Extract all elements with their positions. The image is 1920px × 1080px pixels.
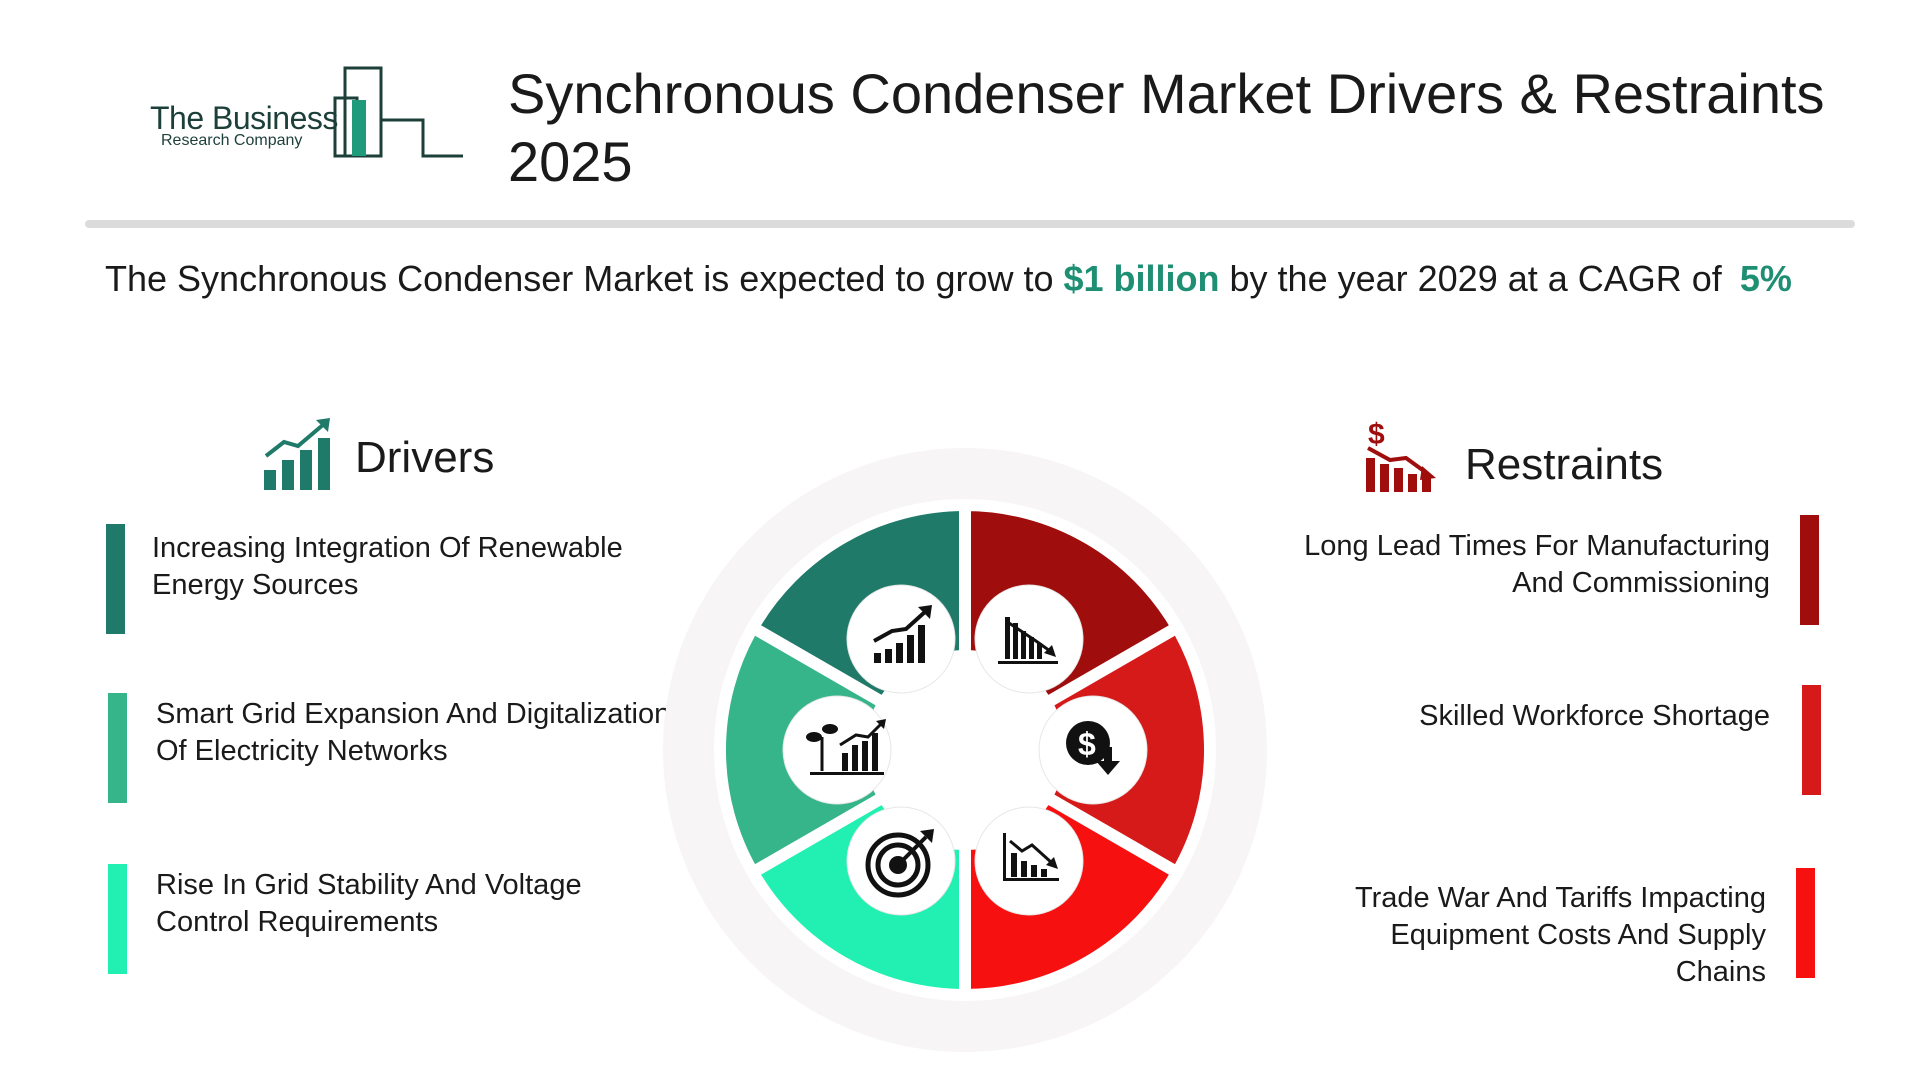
logo-line-1: The Business [150,100,338,136]
summary-prefix: The Synchronous Condenser Market is expe… [105,258,1064,299]
restraint-3-text: Trade War And Tariffs Impacting Equipmen… [1354,882,1766,988]
drivers-heading: Drivers [355,433,495,482]
driver-2-bar [108,693,127,803]
driver-1-bar [106,524,125,634]
restraint-3-bar [1796,868,1815,978]
divider [85,220,1855,228]
logo-line-2: Research Company [161,132,303,149]
cagr-value: 5% [1739,258,1792,299]
summary-middle: by the year 2029 at a CAGR of [1219,258,1732,299]
svg-text:$: $ [1078,726,1096,762]
restraint-1-bar [1800,515,1819,625]
decline-dollar-chart-icon: $ [1362,418,1438,499]
decline-bar-chart-icon [998,617,1058,664]
market-summary: The Synchronous Condenser Market is expe… [105,258,1845,300]
growth-chart-icon [873,605,932,663]
restraint-2-bar [1802,685,1821,795]
target-icon [865,829,934,898]
page-title: Synchronous Condenser Market Drivers & R… [508,62,1825,193]
plant-growth-chart-icon [806,719,886,775]
dollar-down-icon: $ [1066,721,1120,775]
downtrend-chart-icon [1003,833,1059,881]
driver-3-bar [108,864,127,974]
company-logo: The Business Research Company [145,60,475,170]
growth-chart-icon [262,416,334,497]
drivers-restraints-wheel: $ [660,445,1270,1060]
svg-text:$: $ [1368,418,1385,451]
logo-buildings-icon [333,66,463,158]
restraints-heading: Restraints [1465,440,1664,489]
driver-3-text: Rise In Grid Stability And Voltage Contr… [156,869,582,938]
restraint-2-text: Skilled Workforce Shortage [1419,700,1770,732]
market-value: $1 billion [1063,258,1220,299]
driver-2-text: Smart Grid Expansion And Digitalization … [156,698,671,767]
restraint-1-text: Long Lead Times For Manufacturing And Co… [1304,530,1770,599]
driver-1-text: Increasing Integration Of Renewable Ener… [152,532,623,601]
